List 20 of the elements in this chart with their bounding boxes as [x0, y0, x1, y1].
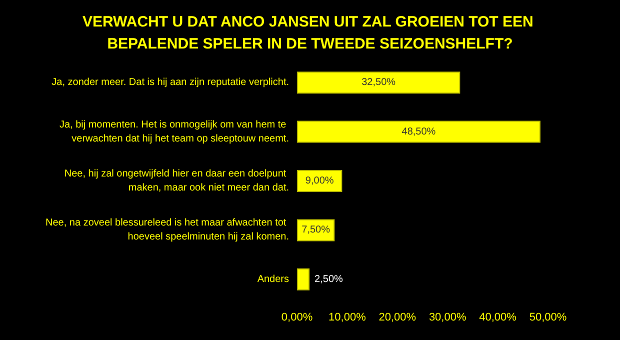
- x-tick-label: 40,00%: [479, 312, 517, 324]
- x-tick-label: 20,00%: [378, 312, 416, 324]
- data-label: 7,50%: [302, 224, 330, 236]
- x-tick-label: 0,00%: [281, 312, 313, 324]
- data-label: 32,50%: [362, 77, 396, 88]
- y-tick-label: Nee, hij zal ongetwijfeld hier en daar een doelpunt maken, maar ook niet meer dan dat.: [64, 168, 289, 194]
- data-label: 48,50%: [402, 126, 436, 138]
- y-tick-label: Ja, bij momenten. Het is onmogelijk om van hem te verwachten dat hij het team op sleeptouw neemt.: [59, 119, 289, 144]
- bar: [297, 120, 540, 143]
- x-tick-label: 10,00%: [328, 312, 366, 324]
- data-label: 9,00%: [305, 176, 334, 186]
- data-label: 2,50%: [314, 274, 344, 285]
- y-tick-label: Anders: [257, 274, 289, 285]
- y-tick-label: Nee, na zoveel blessureleed is het maar afwachten tot hoeveel speelminuten hij zal komen.: [46, 218, 289, 243]
- x-tick-label: 30,00%: [428, 312, 466, 324]
- y-tick-label: Ja, zonder meer. Dat is hij aan zijn reputatie verplicht.: [52, 77, 289, 88]
- chart-title: VERWACHT U DAT ANCO JANSEN UIT ZAL GROEIEN TOT EEN BEPALENDE SPELER IN DE TWEEDE SEIZOENSHELFT?: [82, 14, 538, 52]
- x-tick-label: 50,00%: [529, 312, 567, 324]
- bar: [297, 72, 460, 94]
- bar: [297, 268, 310, 290]
